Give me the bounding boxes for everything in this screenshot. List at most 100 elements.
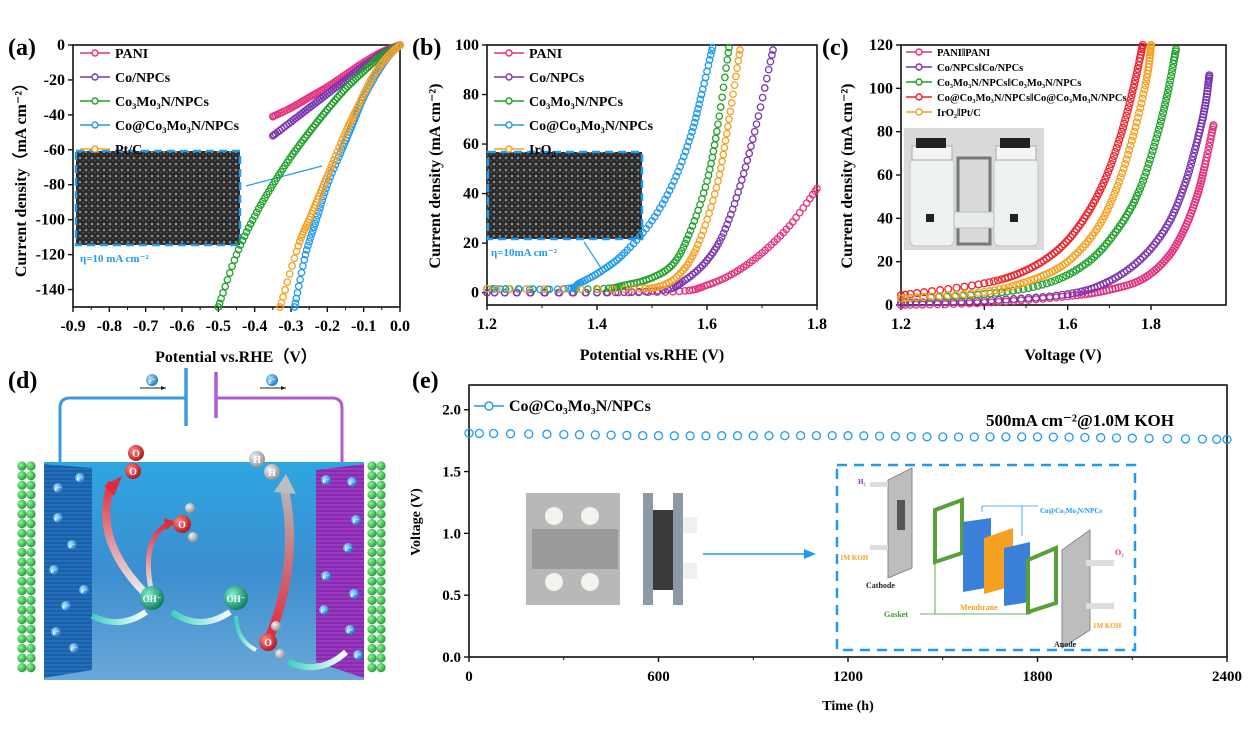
data-point: [1127, 91, 1136, 100]
data-point: [1190, 148, 1199, 158]
hydrogen-atom-icon: [275, 649, 285, 659]
anode-label: Anode: [1054, 640, 1077, 649]
electron-icon: [345, 625, 355, 635]
electron-icon: [343, 543, 353, 553]
y-tick-label: 0: [471, 285, 479, 302]
electron-icon: [319, 605, 329, 615]
collector-sphere-icon: [26, 653, 36, 663]
data-point: [1121, 115, 1130, 124]
collector-sphere-icon: [26, 605, 36, 615]
collector-sphere-icon: [26, 509, 36, 519]
data-point: [1008, 282, 1017, 291]
oxygen-symbol: O: [132, 449, 140, 460]
data-point: [582, 288, 590, 297]
data-point: [536, 285, 544, 294]
data-point: [339, 86, 348, 95]
collector-sphere-icon: [376, 461, 386, 471]
data-point: [1113, 181, 1122, 190]
data-point: [1162, 433, 1172, 444]
data-point: [1052, 246, 1061, 255]
data-point: [290, 303, 299, 311]
data-point: [1123, 107, 1132, 116]
data-point: [622, 430, 632, 441]
data-point: [693, 109, 701, 118]
collector-sphere-icon: [26, 519, 36, 529]
data-point: [667, 182, 676, 190]
collector-sphere-icon: [367, 490, 377, 500]
data-point: [1154, 125, 1163, 134]
collector-sphere-icon: [26, 567, 36, 577]
data-point: [1055, 244, 1064, 253]
data-point: [1062, 237, 1071, 246]
arrowhead-icon: [104, 476, 122, 496]
data-point: [1124, 103, 1133, 112]
data-point: [919, 293, 928, 302]
collector-sphere-icon: [376, 653, 386, 663]
data-point: [735, 50, 744, 59]
data-point: [708, 153, 717, 162]
series-co-co3mo3n-npcs-co-co3mo3n-npcs: [896, 40, 1147, 300]
data-point: [620, 288, 628, 297]
cathode-flow-field: [897, 500, 905, 530]
data-point: [1202, 153, 1211, 162]
cathode-label: Cathode: [866, 581, 895, 590]
data-point: [341, 84, 350, 93]
data-point: [985, 287, 994, 296]
data-point: [1140, 172, 1149, 181]
data-point: [1058, 290, 1067, 299]
data-point: [679, 243, 688, 252]
legend-label: Co@Co₃Mo₃N/NPCs: [115, 119, 240, 134]
data-point: [1139, 176, 1148, 185]
data-point: [724, 48, 733, 57]
y-tick-label: 80: [463, 87, 479, 104]
data-point: [526, 288, 535, 297]
data-point: [1107, 160, 1116, 169]
collector-sphere-icon: [367, 528, 377, 538]
collector-sphere-icon: [17, 490, 27, 500]
data-point: [1179, 185, 1188, 194]
data-point: [1107, 197, 1116, 206]
collector-sphere-icon: [26, 490, 36, 500]
electron-icon: [79, 585, 89, 595]
electron-symbol: e⁻: [71, 645, 78, 653]
data-point: [708, 43, 717, 52]
membrane-label: Membrane: [960, 603, 998, 612]
collector-sphere-icon: [376, 615, 386, 625]
data-point: [1133, 113, 1142, 122]
data-point: [1115, 135, 1124, 144]
data-point: [599, 284, 608, 293]
data-point: [1180, 434, 1191, 444]
data-point: [1160, 100, 1169, 109]
data-point: [234, 245, 243, 254]
data-point: [1136, 103, 1145, 113]
hydrogen-symbol: H: [253, 455, 261, 466]
data-point: [690, 248, 699, 257]
panel-b-oxygen-evolution-lsv: (b) 1.2 1.4 1.6 1.8 0 20 40 60 80 100 η=10mA cm⁻²…: [412, 35, 827, 364]
collector-sphere-icon: [376, 480, 386, 490]
data-point: [312, 215, 321, 224]
data-point: [277, 298, 286, 307]
x-tick-label: 1.4: [587, 316, 607, 333]
data-point: [944, 284, 953, 294]
electron-consumption-arrow: [286, 649, 349, 671]
collector-sphere-icon: [376, 643, 386, 654]
hydroxide-icon: [224, 586, 248, 610]
legend-a: PANI Co/NPCs Co₃Mo₃N/NPCs Co@Co₃Mo₃N/NPCs Pt…: [80, 47, 240, 158]
y-axis-label-e: Voltage (V): [409, 488, 424, 556]
cathode-inlet-pipe: [870, 545, 888, 550]
electron-symbol: e⁻: [63, 603, 70, 611]
data-point: [276, 303, 284, 311]
data-point: [995, 285, 1004, 294]
data-point: [1092, 250, 1101, 259]
electron-symbol: e⁻: [53, 629, 60, 637]
legend-label: Co₃Mo₃N/NPCs: [529, 95, 623, 110]
data-point: [727, 99, 736, 107]
collector-sphere-icon: [17, 528, 27, 538]
x-tick-label: -0.1: [351, 318, 376, 335]
series-group-a: [214, 41, 404, 311]
collector-sphere-icon: [376, 586, 386, 596]
data-point: [559, 429, 569, 440]
cathode-electrode: [316, 464, 364, 678]
y-axis-label-c: Current density (mA cm⁻²): [839, 84, 856, 269]
